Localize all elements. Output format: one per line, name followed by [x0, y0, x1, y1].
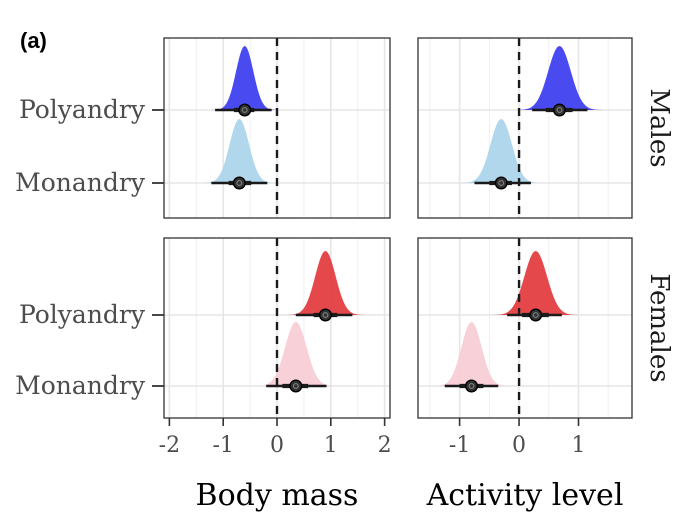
panel-females-body-mass — [163, 237, 391, 419]
x-axis-title: Activity level — [426, 478, 624, 513]
panel-border — [163, 37, 391, 219]
density-monandry — [431, 322, 512, 386]
x-tick-label: 2 — [378, 433, 392, 458]
point-estimate — [289, 379, 303, 393]
x-tick-label: 0 — [270, 433, 284, 458]
panel-females-activity-level — [417, 237, 633, 419]
point-estimate-inner — [532, 312, 539, 318]
point-estimate — [529, 308, 543, 322]
category-label-monandry: Monandry — [15, 371, 146, 400]
point-estimate — [552, 103, 566, 117]
panel-label: (a) — [20, 28, 47, 53]
density-monandry — [252, 322, 339, 386]
point-estimate — [232, 176, 246, 190]
density-monandry — [458, 119, 545, 183]
x-axis-title: Body mass — [196, 478, 359, 513]
x-tick-label: -1 — [212, 433, 233, 458]
panel-border — [417, 37, 633, 219]
density-monandry — [200, 119, 279, 183]
panel-males-activity-level — [417, 37, 633, 219]
point-estimate-inner — [241, 107, 248, 113]
point-estimate — [318, 308, 332, 322]
x-tick-label: -1 — [449, 433, 470, 458]
strip-label-females: Females — [644, 273, 674, 382]
point-estimate-inner — [468, 383, 475, 389]
x-tick-label: 1 — [324, 433, 338, 458]
category-label-monandry: Monandry — [15, 168, 146, 197]
category-label-polyandry: Polyandry — [19, 300, 146, 329]
panel-border — [417, 237, 633, 419]
point-estimate-inner — [322, 312, 329, 318]
x-axes: -2 -1 0 1 2 Body mass -1 0 1 Activity level — [159, 418, 624, 513]
strip-label-males: Males — [644, 88, 674, 167]
x-tick-label: -2 — [159, 433, 180, 458]
point-estimate-inner — [556, 107, 563, 113]
density-polyandry — [210, 46, 280, 110]
category-labels: Polyandry Monandry Polyandry Monandry — [15, 95, 164, 400]
category-label-polyandry: Polyandry — [19, 95, 146, 124]
point-estimate — [238, 103, 252, 117]
panel-males-body-mass — [163, 37, 391, 219]
point-estimate — [494, 176, 508, 190]
density-polyandry — [514, 46, 605, 110]
point-estimate-inner — [292, 383, 299, 389]
point-estimate — [465, 379, 479, 393]
point-estimate-inner — [236, 180, 243, 186]
facet-panels — [163, 37, 633, 419]
row-strips: Males Females — [644, 88, 674, 382]
point-estimate-inner — [498, 180, 505, 186]
density-polyandry — [490, 251, 581, 315]
density-polyandry — [284, 251, 367, 315]
x-tick-label: 1 — [572, 433, 586, 458]
x-tick-label: 0 — [512, 433, 526, 458]
